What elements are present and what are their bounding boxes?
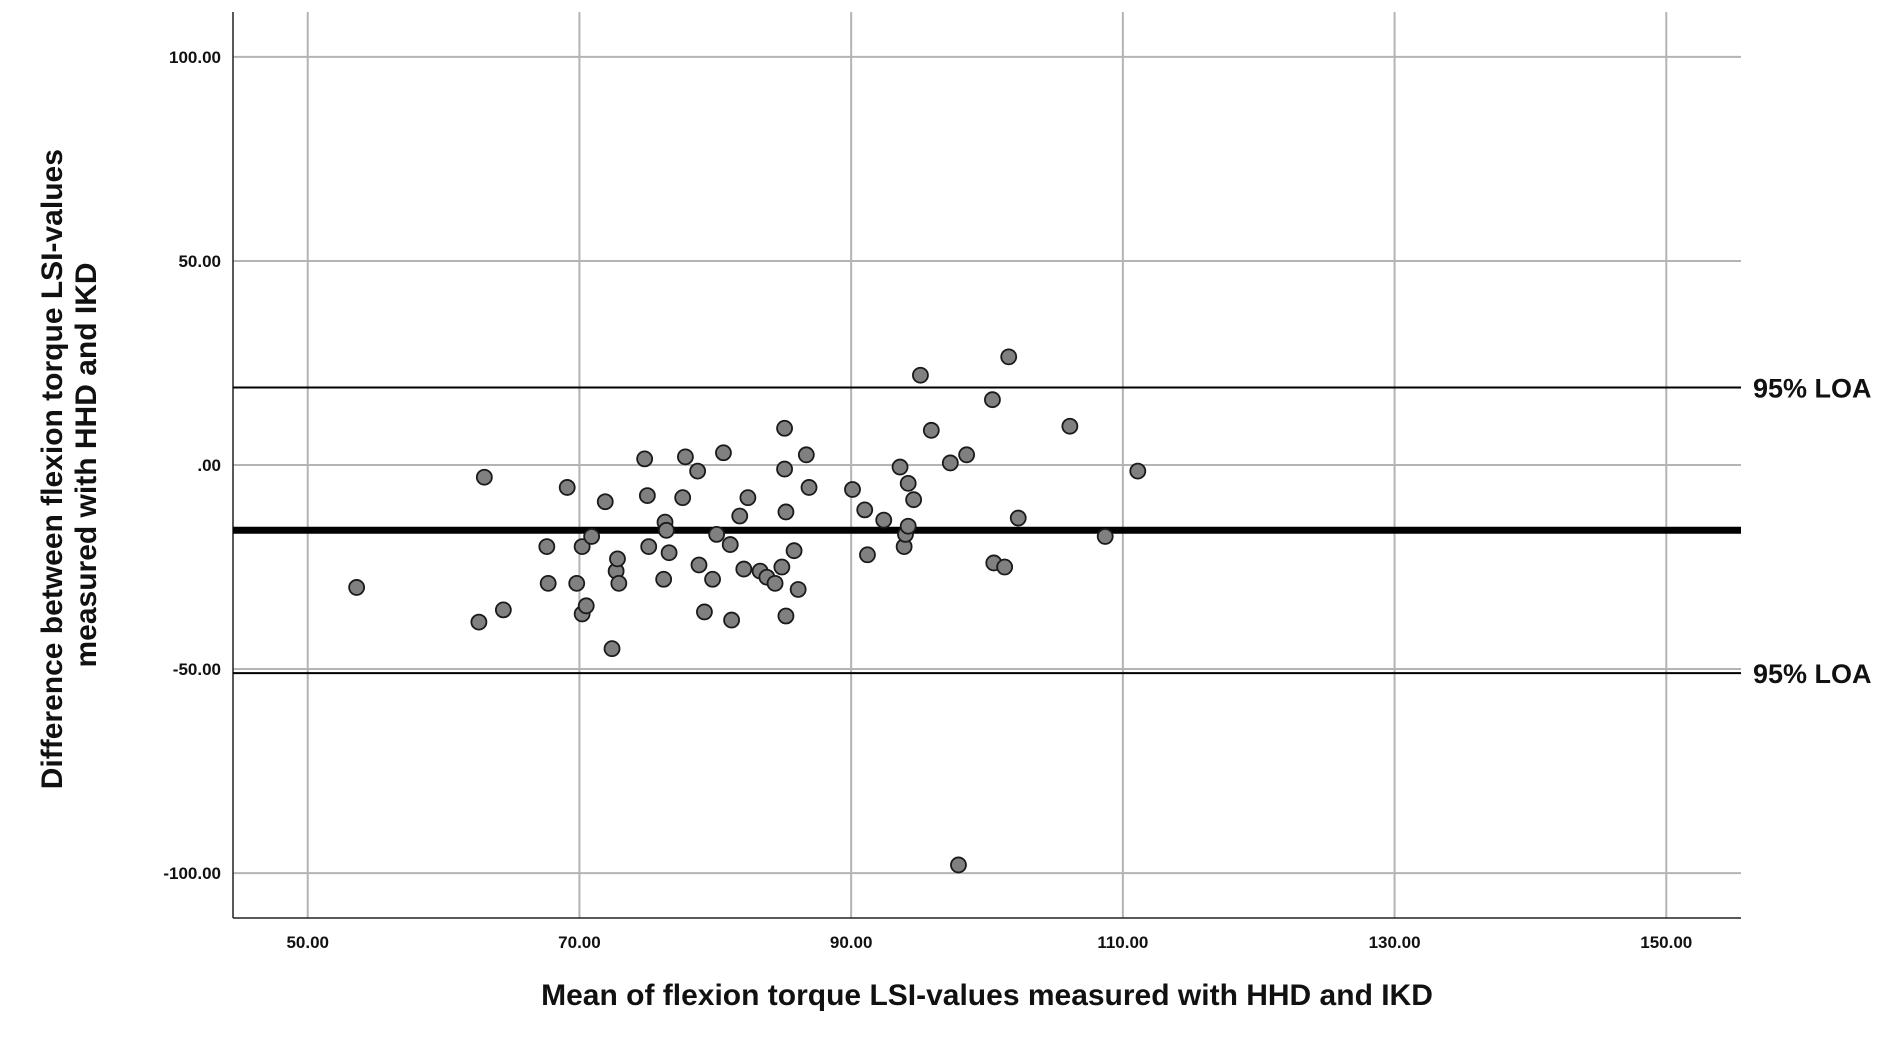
data-point <box>1061 417 1079 435</box>
data-point <box>638 487 656 505</box>
data-point <box>558 479 576 496</box>
data-point <box>1129 462 1147 480</box>
data-point <box>470 613 488 631</box>
data-point <box>677 448 694 466</box>
data-point <box>568 574 586 592</box>
x-axis-title: Mean of flexion torque LSI-values measur… <box>541 979 1433 1012</box>
data-point <box>785 542 803 560</box>
data-point <box>844 481 861 498</box>
data-point <box>723 611 740 629</box>
data-point <box>735 560 753 578</box>
data-point <box>996 558 1014 576</box>
data-point <box>539 574 557 592</box>
data-point <box>776 460 793 478</box>
data-point <box>856 501 874 519</box>
data-point <box>577 597 595 615</box>
data-point <box>941 454 959 472</box>
y-axis-title-line-1: Difference between flexion torque LSI-va… <box>36 149 69 789</box>
x-tick-label: 130.00 <box>1369 933 1421 952</box>
y-tick-label: .00 <box>197 456 221 475</box>
data-point <box>721 536 739 553</box>
data-point <box>800 479 818 496</box>
data-point <box>739 489 757 507</box>
x-tick-label: 50.00 <box>286 933 329 952</box>
data-point <box>657 521 675 539</box>
y-tick-label: -50.00 <box>173 660 221 679</box>
data-point <box>875 511 893 529</box>
data-point <box>1096 528 1114 545</box>
reference-line-layer <box>233 386 1741 675</box>
x-tick-label: 90.00 <box>830 933 873 952</box>
grid-layer <box>233 12 1741 918</box>
data-point <box>583 528 601 545</box>
data-point <box>348 579 366 596</box>
data-point <box>596 493 614 511</box>
data-point <box>731 507 749 525</box>
data-point <box>891 458 909 476</box>
point-layer <box>348 348 1147 874</box>
data-point <box>674 489 692 507</box>
y-tick-label: 50.00 <box>178 252 221 271</box>
data-point <box>912 366 929 384</box>
x-tick-label: 150.00 <box>1640 933 1692 952</box>
data-point <box>773 558 791 576</box>
y-tick-label: 100.00 <box>169 48 221 67</box>
data-point <box>689 462 707 480</box>
data-point <box>603 640 621 658</box>
y-axis-title: Difference between flexion torque LSI-va… <box>36 141 103 790</box>
data-point <box>899 474 917 492</box>
data-point <box>609 550 626 568</box>
data-point <box>922 421 940 439</box>
data-point <box>859 546 876 564</box>
loa-label: 95% LOA <box>1753 373 1872 403</box>
axis-layer <box>232 12 1741 919</box>
data-point <box>984 391 1001 409</box>
data-point <box>690 556 708 574</box>
loa-label: 95% LOA <box>1753 659 1872 689</box>
data-point <box>538 538 556 556</box>
data-point <box>704 570 721 588</box>
data-point <box>655 570 673 588</box>
label-layer: 50.00 70.00 90.00 110.00 130.00 150.00 100.00 5… <box>163 48 1871 952</box>
data-point <box>797 446 815 464</box>
data-point <box>573 538 591 556</box>
x-tick-label: 110.00 <box>1097 933 1148 952</box>
data-point <box>636 450 654 468</box>
data-point <box>950 856 967 874</box>
data-point <box>660 544 678 562</box>
data-point <box>715 444 732 462</box>
data-point <box>958 446 976 464</box>
data-point <box>789 581 807 598</box>
data-point <box>766 574 784 592</box>
data-point <box>708 525 726 543</box>
data-point <box>640 538 658 556</box>
data-point <box>696 603 713 621</box>
data-point <box>1000 348 1018 366</box>
data-point <box>899 517 917 535</box>
data-point <box>610 574 628 592</box>
data-point <box>1009 509 1027 527</box>
data-point <box>494 601 512 619</box>
x-tick-label: 70.00 <box>558 933 601 952</box>
data-point <box>776 419 793 437</box>
data-point <box>475 468 493 486</box>
data-point <box>777 607 795 625</box>
y-axis-title-line-2: measured with HHD and IKD <box>70 262 103 667</box>
data-point <box>777 503 795 521</box>
data-point <box>905 491 923 509</box>
y-tick-label: -100.00 <box>163 864 221 883</box>
